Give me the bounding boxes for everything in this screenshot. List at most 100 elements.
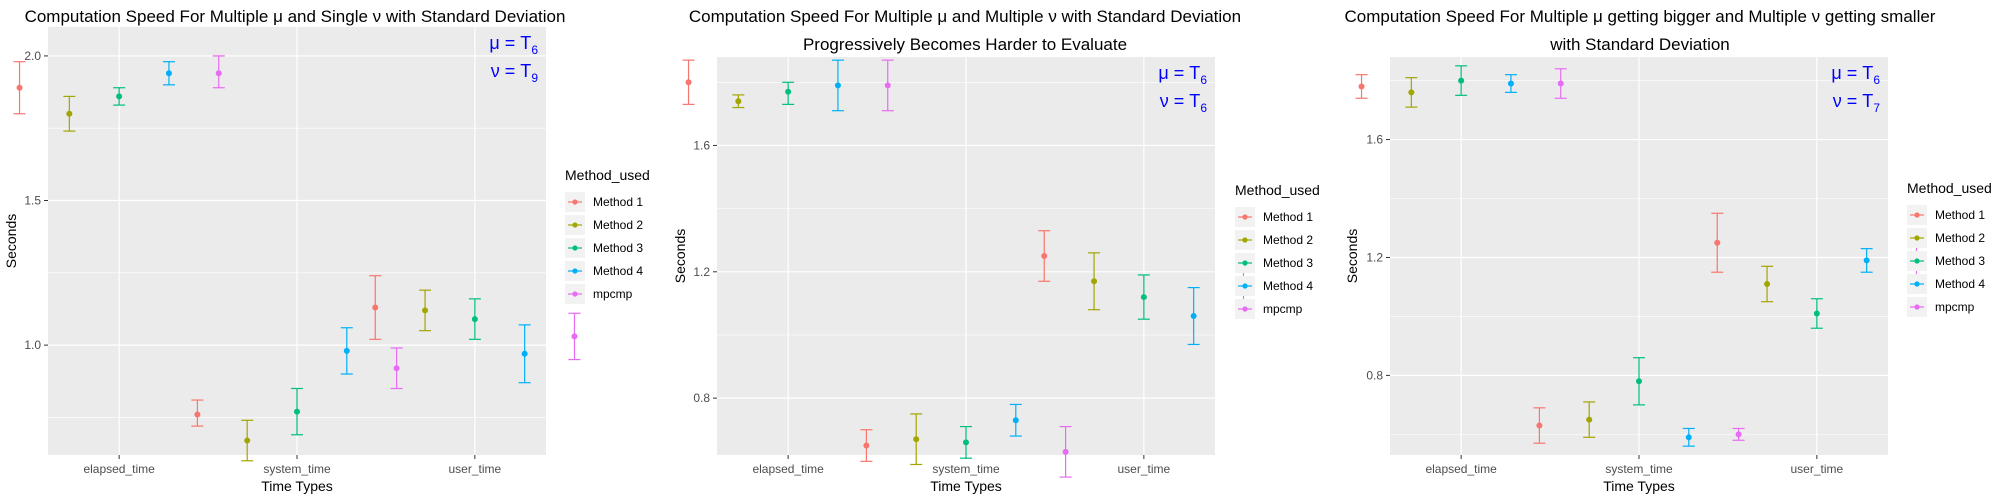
chart-title: Progressively Becomes Harder to Evaluate xyxy=(803,35,1127,54)
legend-item: Method 3 xyxy=(565,238,643,258)
error-bar xyxy=(1554,68,1567,99)
error-bar xyxy=(860,429,873,462)
x-tick-label: user_time xyxy=(449,462,502,476)
annotation-eq: = T xyxy=(500,33,532,53)
data-point xyxy=(963,439,969,446)
y-tick-label: 1.2 xyxy=(693,265,710,279)
legend-label: mpcmp xyxy=(1263,302,1303,316)
legend-item: mpcmp xyxy=(1907,297,1975,317)
chart-panel-2: Computation Speed For Multiple μ and Mul… xyxy=(672,7,1320,494)
x-tick-label: system_time xyxy=(263,462,331,476)
legend-key-point xyxy=(1242,306,1248,312)
data-point xyxy=(785,88,792,95)
data-point xyxy=(393,365,400,372)
x-tick-label: elapsed_time xyxy=(752,462,824,476)
legend-title: Method_used xyxy=(1235,182,1320,198)
error-bar xyxy=(1633,357,1645,406)
error-bar xyxy=(1732,427,1745,441)
error-bar xyxy=(682,59,695,105)
legend-label: Method 1 xyxy=(1263,210,1313,224)
data-point xyxy=(1507,80,1514,87)
legend-item: Method 3 xyxy=(1235,253,1313,273)
x-tick-label: user_time xyxy=(1118,462,1171,476)
legend-label: Method 3 xyxy=(1935,254,1985,268)
error-bar xyxy=(960,425,972,459)
data-point xyxy=(1140,294,1147,301)
error-bar xyxy=(1504,74,1517,93)
annotation-eq: = T xyxy=(1169,63,1201,83)
legend-label: Method 3 xyxy=(1263,256,1313,270)
legend-label: Method 3 xyxy=(593,241,643,255)
error-bar xyxy=(468,298,481,340)
legend-title: Method_used xyxy=(565,167,650,183)
data-point xyxy=(1863,257,1870,264)
legend-label: Method 1 xyxy=(593,195,643,209)
data-point xyxy=(1764,281,1771,288)
error-bar xyxy=(1187,286,1200,346)
y-tick-label: 1.0 xyxy=(24,338,41,352)
error-bar xyxy=(1682,427,1695,447)
y-tick-label: 1.6 xyxy=(1366,133,1383,147)
y-tick-label: 0.8 xyxy=(1366,368,1383,382)
error-bar xyxy=(518,324,531,384)
chart-title: Computation Speed For Multiple μ and Sin… xyxy=(25,7,566,26)
legend: Method_used Method 1 Method 2 Method 3 Metho… xyxy=(1235,182,1320,319)
error-bar xyxy=(732,94,745,109)
chart-panel-1: Computation Speed For Multiple μ and Sin… xyxy=(3,7,650,494)
data-point xyxy=(834,82,841,89)
error-bar xyxy=(1405,77,1418,108)
legend-title: Method_used xyxy=(1907,180,1992,196)
data-point xyxy=(913,436,920,443)
error-bar xyxy=(113,87,126,106)
legend-key-point xyxy=(1914,281,1920,287)
annotation-greek: μ xyxy=(1158,63,1168,83)
annotation-eq: = T xyxy=(1842,91,1874,111)
data-point xyxy=(521,350,528,357)
error-bar xyxy=(241,419,254,462)
annotation-eq: = T xyxy=(1169,91,1201,111)
annotation-subscript: 6 xyxy=(1873,73,1880,87)
x-tick-label: elapsed_time xyxy=(1425,462,1497,476)
legend-item: mpcmp xyxy=(1235,299,1303,319)
legend-key-point xyxy=(1242,260,1248,266)
error-bar xyxy=(910,413,923,466)
annotation-text: μ = T6 xyxy=(489,33,538,57)
x-axis-label: Time Types xyxy=(1603,478,1675,494)
error-bar xyxy=(1533,407,1546,444)
data-point xyxy=(1735,431,1742,438)
legend-label: Method 2 xyxy=(1935,231,1985,245)
data-point xyxy=(571,333,578,340)
legend-label: Method 4 xyxy=(1263,279,1313,293)
legend-label: Method 1 xyxy=(1935,208,1985,222)
legend: Method_used Method 1 Method 2 Method 3 Metho… xyxy=(1907,180,1992,317)
data-point xyxy=(1557,80,1564,87)
data-point xyxy=(1408,89,1415,96)
error-bar xyxy=(1059,425,1072,478)
annotation-subscript: 7 xyxy=(1873,101,1880,115)
y-axis-label: Seconds xyxy=(3,214,19,268)
error-bar xyxy=(1009,403,1022,437)
legend-label: Method 4 xyxy=(593,264,643,278)
error-bar xyxy=(1038,230,1051,282)
legend-key-point xyxy=(572,245,578,251)
annotation-greek: ν xyxy=(1833,91,1842,111)
error-bar xyxy=(162,61,175,86)
legend-key-point xyxy=(572,199,578,205)
error-bar xyxy=(419,289,432,332)
error-bar xyxy=(1583,401,1596,438)
legend-label: mpcmp xyxy=(1935,300,1975,314)
data-point xyxy=(343,347,350,354)
legend-item: Method 2 xyxy=(1907,228,1985,248)
legend: Method_used Method 1 Method 2 Method 3 Metho… xyxy=(565,167,650,304)
legend-key-point xyxy=(572,222,578,228)
data-point xyxy=(194,411,201,418)
annotation-text: μ = T6 xyxy=(1831,63,1880,87)
data-point xyxy=(1041,253,1048,259)
error-bar xyxy=(1088,252,1101,311)
legend-item: Method 2 xyxy=(565,215,643,235)
data-point xyxy=(884,82,891,89)
error-bar xyxy=(13,61,26,115)
annotation-subscript: 9 xyxy=(531,71,538,85)
error-bar xyxy=(369,275,382,340)
legend-key-point xyxy=(1242,283,1248,289)
